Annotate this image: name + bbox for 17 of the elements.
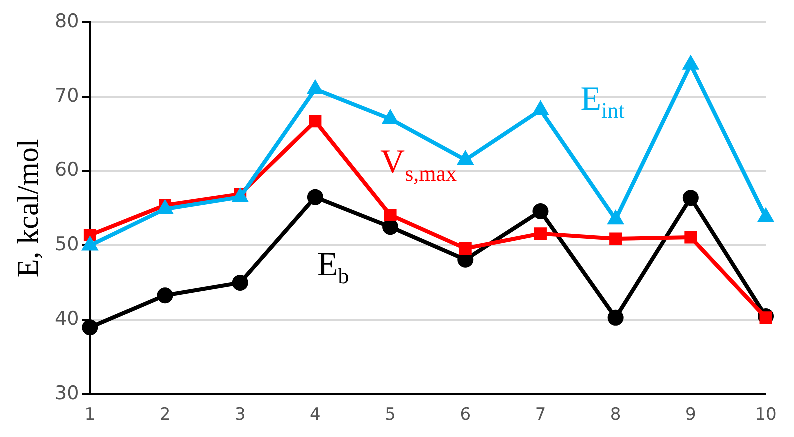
y-tick-label: 30 — [54, 382, 80, 405]
y-tick-label: 60 — [54, 159, 80, 182]
x-tick-label: 7 — [535, 405, 546, 426]
y-tick-label: 40 — [54, 308, 80, 330]
x-tick-label: 4 — [310, 405, 321, 426]
x-tick-label: 8 — [610, 405, 622, 426]
x-tick-label: 5 — [385, 405, 396, 426]
y-tick-label: 50 — [54, 234, 80, 256]
x-tick-label: 1 — [84, 405, 96, 426]
x-tick-label: 9 — [685, 405, 696, 426]
x-tick-label: 6 — [460, 405, 472, 426]
y-tick-label: 80 — [54, 10, 80, 32]
y-axis-title: E, kcal/mol — [12, 139, 45, 278]
x-tick-label: 10 — [755, 405, 777, 426]
x-tick-label: 2 — [160, 405, 171, 426]
y-tick-label: 70 — [54, 84, 80, 107]
x-tick-label: 3 — [234, 405, 246, 426]
